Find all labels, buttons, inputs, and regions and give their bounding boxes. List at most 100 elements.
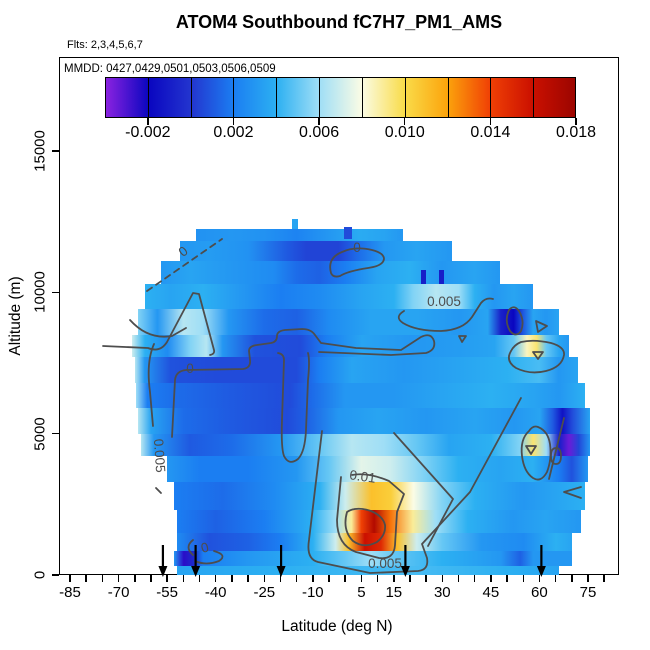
heatmap-row (138, 309, 559, 335)
x-axis-tick-label: -85 (59, 584, 81, 601)
x-axis-tick-label: -10 (301, 584, 324, 601)
x-axis-tick (538, 575, 541, 582)
x-axis-tick-label: -40 (204, 584, 227, 601)
x-axis-tick (295, 575, 298, 582)
x-axis-tick (198, 575, 201, 582)
colorbar-divider (404, 77, 406, 118)
x-axis-tick (247, 575, 249, 582)
x-axis-tick (554, 575, 557, 582)
x-axis-tick (360, 575, 363, 582)
heatmap-row (291, 218, 299, 229)
colorbar-divider (533, 77, 535, 118)
heatmap-row (131, 334, 569, 358)
x-axis-tick (522, 575, 524, 582)
x-axis-tick (344, 575, 346, 582)
colorbar-divider (319, 77, 321, 118)
x-axis-tick (457, 575, 460, 582)
colorbar-divider (447, 77, 449, 118)
x-axis-tick (376, 575, 379, 582)
colorbar-divider (276, 77, 278, 118)
y-axis-tick (52, 574, 59, 576)
y-axis-tick (52, 291, 59, 294)
x-axis-tick (182, 575, 185, 582)
x-axis-tick-label: -55 (156, 584, 178, 601)
x-axis-tick (263, 575, 265, 582)
y-axis-tick (52, 432, 59, 435)
colorbar-divider (490, 77, 492, 118)
colorbar (105, 77, 576, 118)
colorbar-divider (233, 77, 235, 118)
x-axis-tick (69, 575, 71, 582)
heatmap-row (176, 532, 572, 551)
x-axis-tick-label: 5 (357, 584, 366, 601)
x-axis-tick (328, 575, 330, 582)
x-axis-tick (490, 575, 492, 582)
x-axis-tick (409, 575, 411, 582)
mmdd-annotation: MMDD: 0427,0429,0501,0503,0506,0509 (64, 63, 276, 75)
x-axis-tick-label: 60 (531, 584, 548, 601)
flights-annotation: Flts: 2,3,4,5,6,7 (67, 39, 143, 51)
heatmap-row (141, 433, 590, 457)
colorbar-tick (147, 118, 149, 125)
heatmap-row (136, 382, 585, 409)
colorbar-tick-label: 0.018 (555, 124, 597, 141)
heatmap-row (176, 566, 559, 575)
chart-title: ATOM4 Southbound fC7H7_PM1_AMS (175, 12, 503, 32)
x-axis-tick-label: 45 (482, 584, 500, 601)
colorbar-divider (147, 77, 149, 118)
heatmap-row (173, 551, 572, 566)
x-axis-tick (117, 575, 120, 582)
x-axis-tick (214, 575, 217, 582)
heatmap-row (180, 241, 452, 262)
y-axis-tick-label: 15000 (31, 130, 49, 172)
x-axis-tick (101, 575, 104, 582)
x-axis-tick (166, 575, 168, 582)
x-axis-tick-label: 30 (433, 584, 451, 601)
heatmap-row (439, 269, 444, 284)
x-axis-tick-label: 15 (385, 584, 403, 601)
colorbar-tick-label: -0.002 (125, 124, 171, 141)
heatmap-row (144, 283, 533, 310)
x-axis-tick (279, 575, 282, 582)
x-axis-tick (150, 575, 152, 582)
x-axis-tick (473, 575, 476, 582)
colorbar-tick-label: 0.010 (384, 124, 425, 141)
colorbar-divider (190, 77, 192, 118)
heatmap-row (173, 481, 585, 510)
heatmap-row (160, 261, 501, 284)
colorbar-tick-label: 0.002 (213, 124, 254, 141)
colorbar-divider (361, 77, 363, 118)
x-axis-tick (393, 575, 395, 582)
x-axis-title: Latitude (deg N) (281, 618, 393, 635)
y-axis-tick-label: 5000 (31, 417, 49, 451)
y-axis-tick (52, 150, 59, 152)
colorbar-tick (489, 118, 492, 125)
heatmap-row (167, 456, 588, 482)
x-axis-tick (571, 575, 573, 582)
y-axis-title: Altitude (m) (7, 276, 24, 356)
heatmap-row (176, 510, 582, 533)
x-axis-tick (85, 575, 87, 582)
colorbar-tick (318, 118, 320, 125)
heatmap-row (421, 269, 427, 284)
colorbar-tick (403, 118, 406, 125)
colorbar-tick (232, 118, 235, 125)
x-axis-tick (603, 575, 605, 582)
heatmap-row (134, 357, 579, 383)
x-axis-tick (506, 575, 508, 582)
heatmap-row (196, 228, 404, 242)
colorbar-tick (575, 118, 577, 125)
x-axis-tick (231, 575, 233, 582)
heatmap-row (138, 408, 590, 434)
x-axis-tick-label: -25 (253, 584, 276, 601)
x-axis-tick (587, 575, 589, 582)
y-axis-tick-label: 10000 (31, 271, 49, 314)
x-axis-tick (425, 575, 427, 582)
x-axis-tick-label: -70 (107, 584, 130, 601)
x-axis-tick-label: 75 (579, 584, 597, 601)
colorbar-tick-label: 0.014 (470, 124, 511, 141)
x-axis-tick (312, 575, 314, 582)
colorbar-tick-label: 0.006 (299, 124, 340, 141)
y-axis-tick-label: 0 (31, 570, 49, 580)
